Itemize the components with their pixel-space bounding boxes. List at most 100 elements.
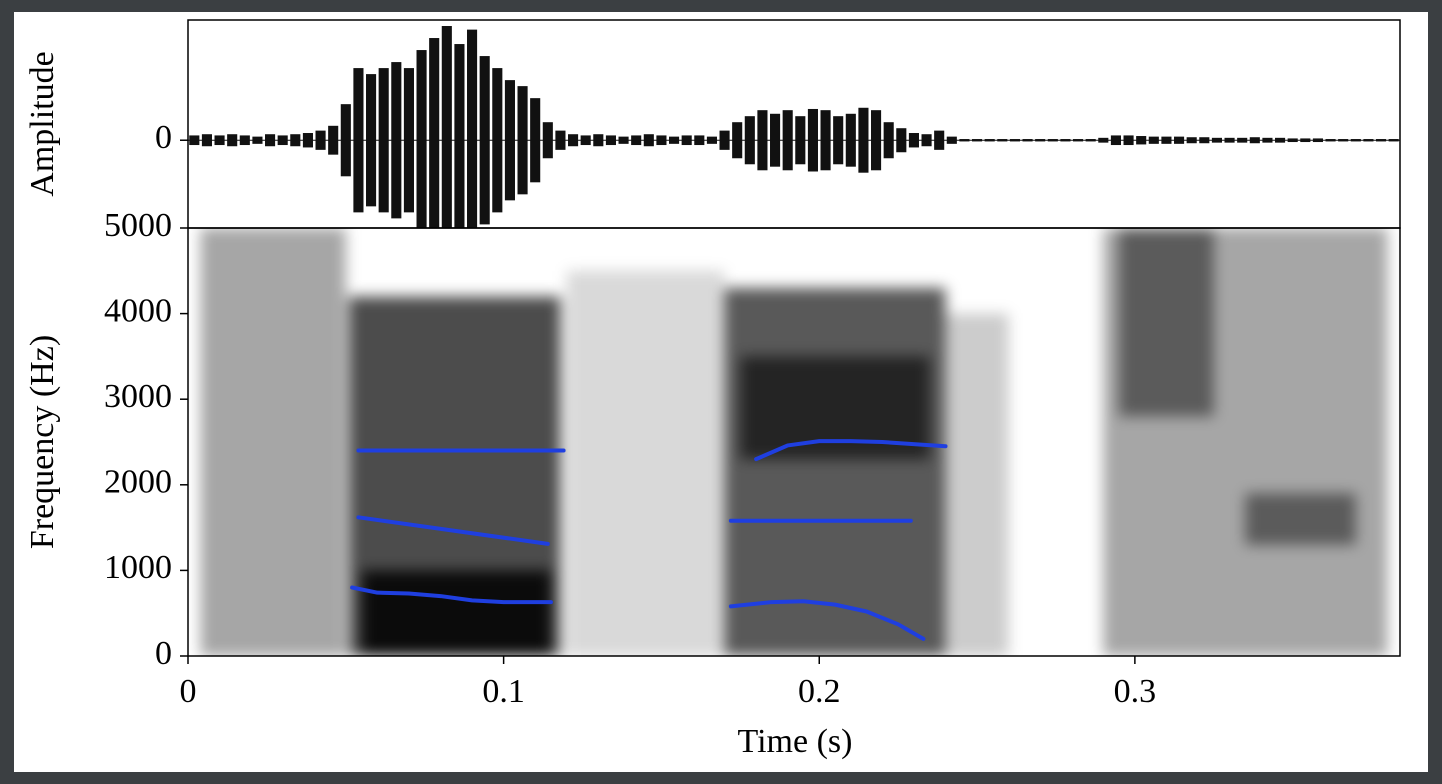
x-tick-label: 0.1	[482, 673, 525, 710]
amplitude	[1073, 139, 1084, 142]
amplitude	[669, 136, 680, 144]
amplitude	[946, 136, 957, 144]
energy-region	[361, 570, 551, 656]
amplitude	[1110, 135, 1121, 146]
y-axis-label: Amplitude	[24, 51, 61, 196]
amplitude	[353, 68, 364, 213]
amplitude	[340, 104, 351, 177]
energy-region	[1245, 493, 1356, 545]
y-tick-label: 2000	[104, 464, 172, 501]
amplitude	[1338, 139, 1349, 142]
spectrogram-frame	[187, 227, 1401, 657]
amplitude	[441, 26, 452, 228]
amplitude	[631, 135, 642, 146]
amplitude	[1262, 137, 1273, 143]
amplitude	[732, 122, 743, 159]
amplitude	[504, 80, 515, 201]
amplitude	[896, 128, 907, 153]
spectrogram	[200, 228, 1388, 656]
amplitude	[871, 110, 882, 171]
amplitude	[239, 135, 250, 146]
amplitude	[201, 134, 212, 147]
amplitude	[1388, 139, 1399, 142]
amplitude	[833, 116, 844, 165]
amplitude	[454, 44, 465, 228]
y-axis-label: Frequency (Hz)	[24, 335, 61, 549]
amplitude	[795, 116, 806, 165]
amplitude	[328, 125, 339, 155]
amplitude	[252, 136, 263, 144]
amplitude	[972, 139, 983, 142]
amplitude	[858, 107, 869, 173]
amplitude	[656, 135, 667, 146]
amplitude	[1186, 137, 1197, 144]
amplitude	[719, 130, 730, 150]
amplitude	[1047, 139, 1058, 142]
amplitude	[1035, 139, 1046, 142]
amplitude	[227, 134, 238, 147]
formant-track	[728, 599, 926, 641]
amplitude	[744, 116, 755, 165]
amplitude	[1350, 139, 1361, 142]
formants	[350, 439, 948, 641]
waveform	[188, 26, 1400, 228]
amplitude	[1237, 137, 1248, 143]
amplitude	[277, 135, 288, 146]
amplitude	[1224, 137, 1235, 143]
amplitude	[429, 38, 440, 228]
amplitude	[820, 110, 831, 171]
amplitude	[1287, 138, 1298, 143]
amplitude	[1123, 135, 1134, 146]
y-tick-label: 0	[155, 635, 172, 672]
x-tick-label: 0.2	[798, 673, 841, 710]
amplitude	[605, 135, 616, 146]
amplitude	[517, 86, 528, 195]
energy	[200, 228, 1388, 656]
amplitude	[492, 68, 503, 213]
amplitude	[1085, 139, 1096, 142]
y-tick-label: 1000	[104, 549, 172, 586]
energy-region	[200, 228, 346, 656]
amplitude	[1300, 138, 1311, 143]
amplitude	[1098, 137, 1109, 143]
amplitude	[1211, 137, 1222, 143]
amplitude	[391, 62, 402, 219]
amplitude	[921, 134, 932, 147]
amplitude	[593, 134, 604, 147]
amplitude	[467, 29, 478, 228]
x-tick-label: 0	[180, 673, 197, 710]
amplitude	[883, 122, 894, 159]
amplitude	[189, 135, 200, 146]
amplitude	[568, 134, 579, 147]
amplitude	[997, 139, 1008, 142]
amplitude	[757, 110, 768, 171]
amplitude	[580, 135, 591, 146]
amplitude	[1376, 139, 1387, 142]
amplitude	[1161, 136, 1172, 144]
energy-region	[945, 313, 1009, 656]
energy-region	[724, 287, 946, 656]
amplitude	[290, 134, 301, 147]
amplitude	[403, 68, 414, 213]
amplitude	[934, 130, 945, 150]
amplitude	[1148, 136, 1159, 144]
amplitude	[542, 122, 553, 159]
formant-track	[754, 439, 948, 462]
amplitude	[706, 136, 717, 144]
y-tick-label: 0	[155, 119, 172, 156]
energy-region	[566, 270, 725, 656]
amplitude	[984, 139, 995, 142]
amplitude	[782, 110, 793, 171]
amplitude	[908, 133, 919, 148]
energy-region	[1119, 228, 1214, 417]
amplitude	[530, 98, 541, 183]
amplitude	[1275, 137, 1286, 143]
amplitude	[302, 133, 313, 148]
amplitude	[1022, 139, 1033, 142]
amplitude	[681, 135, 692, 146]
y-tick-label: 5000	[104, 207, 172, 244]
amplitude	[1136, 136, 1147, 145]
x-axis-label: Time (s)	[738, 723, 853, 760]
amplitude	[1174, 136, 1185, 144]
